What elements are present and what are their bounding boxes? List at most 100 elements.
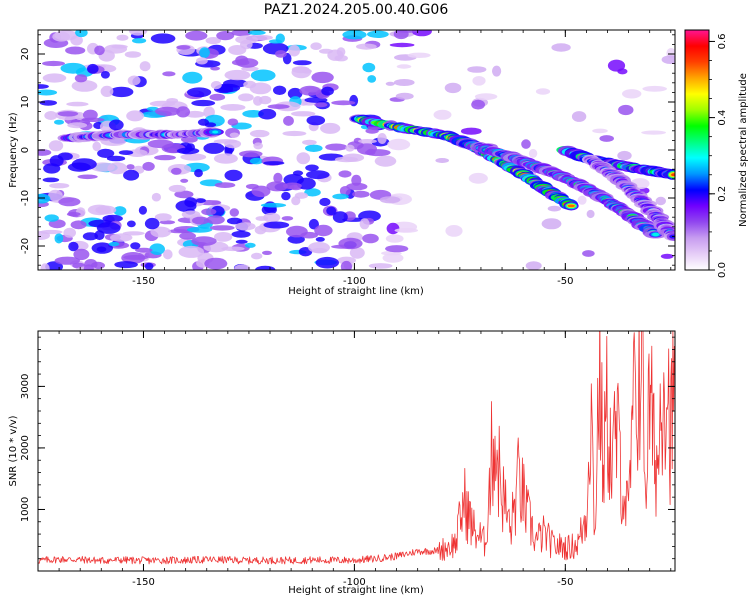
spectrogram-ridge [463,140,668,239]
x-tick-label: -100 [343,276,366,287]
spectrogram-noise-blob [243,80,257,89]
spectrogram-noise-blob [154,154,176,161]
spectrogram-noise-blob [96,222,121,234]
spectrogram-noise-blob [44,214,59,222]
spectrogram-noise-blob [144,262,154,270]
spectrogram-noise-blob [108,241,120,247]
spectrogram-noise-blob [38,84,49,89]
spectrogram-noise-blob [150,33,176,44]
spectrogram-noise-blob [150,226,171,238]
spectrogram-noise-blob [113,206,127,216]
spectrogram-noise-blob [327,49,344,61]
spectrogram-noise-blob [63,227,76,238]
spectrogram-noise-blob [339,186,351,196]
snr-y-ticks: 1000 2000 3000 [20,336,675,560]
spectrogram-noise-blob [162,71,176,77]
spectrogram-noise-blob [382,253,404,263]
spectrogram-noise-blob [389,42,415,48]
spectrogram-noise-blob [320,122,341,134]
spectrogram-noise-blob [582,250,595,257]
spectrogram-noise-blob [224,69,251,81]
spectrogram-noise-blob [338,237,363,250]
spectrogram-ridges [57,114,675,241]
spectrogram-noise-blob [460,127,482,135]
spectrogram-noise-blob [253,142,263,150]
spectrogram-noise-blob [121,252,146,264]
spectrogram-noise-blob [346,182,368,191]
spectrogram-noise-blob [263,212,281,223]
y-tick-label: -10 [20,190,31,206]
spectrogram-noise-blob [92,141,101,152]
spectrogram-noise-blob [205,37,221,45]
spectrogram-noise-blob [83,264,94,270]
spectrogram-noise-blob [262,250,272,255]
spectrogram-noise-blob [199,47,210,58]
spectrogram-noise-blob [186,226,213,233]
spectrogram-noise-blob [326,206,337,216]
snr-panel: -150 -100 -50 1000 2000 3000 Height of strai… [8,330,676,596]
spectrogram-noise-blob [123,169,140,181]
spectrogram-noise-blob [144,217,160,230]
spectrogram-noise-blob [291,66,310,74]
spectrogram-noise-blob [641,130,666,135]
spectrogram-noise-blob [302,139,317,146]
spectrogram-noise-blob [407,52,431,58]
spectrogram-noise-blob [365,149,391,157]
spectrogram-noise-blob [127,75,141,86]
spectrogram-noise-blob [124,51,142,58]
spectrogram-noise-blob [342,153,365,162]
spectrogram-noise-blob [108,119,124,131]
spectrogram-noise-blob [216,30,235,41]
spectrogram-noise-blob [234,222,256,231]
spectrogram-noise-blob [599,135,614,142]
spectrogram-noise-blob [138,205,147,215]
spectrogram-noise-blob [660,253,674,259]
spectrogram-noise-blob [385,234,404,243]
spectrogram-noise-blob [214,232,233,242]
spectrogram-noise-blob [206,215,225,225]
spectrogram-noise-blob [229,208,239,217]
spectrogram-noise-blob [305,144,323,152]
snr-background [38,331,675,571]
spectrogram-noise-blob [209,93,226,101]
y-tick-label: 20 [20,48,31,61]
y-tick-label: -20 [20,238,31,254]
spectrogram-noise-blob [445,225,463,237]
spectrogram-noise-blob [236,58,259,68]
spectrogram-noise-blob [255,216,269,221]
spectrogram-noise-blob [308,242,330,254]
spectrogram-noise-blob [351,174,362,186]
spectrogram-noise-blob [386,222,400,235]
spectrogram-noise-blob [273,85,287,96]
spectrogram-noise-blob [622,89,642,99]
spectrogram-noise-blob [231,30,253,37]
spectrogram-noise-blob [315,237,325,242]
spectrogram-noise-blob [311,71,334,84]
spectrogram-noise-blob [209,225,235,231]
spectrogram-noise-blob [394,228,419,233]
spectrogram-noise-blob [204,257,228,270]
spectrogram-noise-blob [38,149,52,156]
spectrogram-noise-blob [132,38,147,44]
spectrogram-noise-blob [163,249,173,260]
spectrogram-x-label: Height of straight line (km) [288,286,424,297]
spectrogram-noise-blob [349,247,365,259]
spectrogram-noise-blob [116,34,129,41]
spectrogram-noise-blob [393,79,415,86]
spectrogram-noise-blob [521,139,531,149]
spectrogram-noise-blob [139,61,151,72]
spectrogram-noise-blob [40,263,50,270]
spectrogram-noise-blob [195,198,206,204]
spectrogram-noise-blob [358,139,377,144]
y-tick-label: 3000 [20,374,31,399]
spectrogram-noise-blob [75,30,88,38]
x-tick-label: -50 [557,577,573,588]
spectrogram-noise-blob [251,185,271,197]
spectrogram-x-ticks: -150 -100 -50 [58,30,672,287]
spectrogram-noise-blob [210,66,221,71]
spectrogram-noise-blob [224,169,243,182]
spectrogram-noise-blob [249,129,270,138]
spectrogram-noise-blob [229,132,240,138]
